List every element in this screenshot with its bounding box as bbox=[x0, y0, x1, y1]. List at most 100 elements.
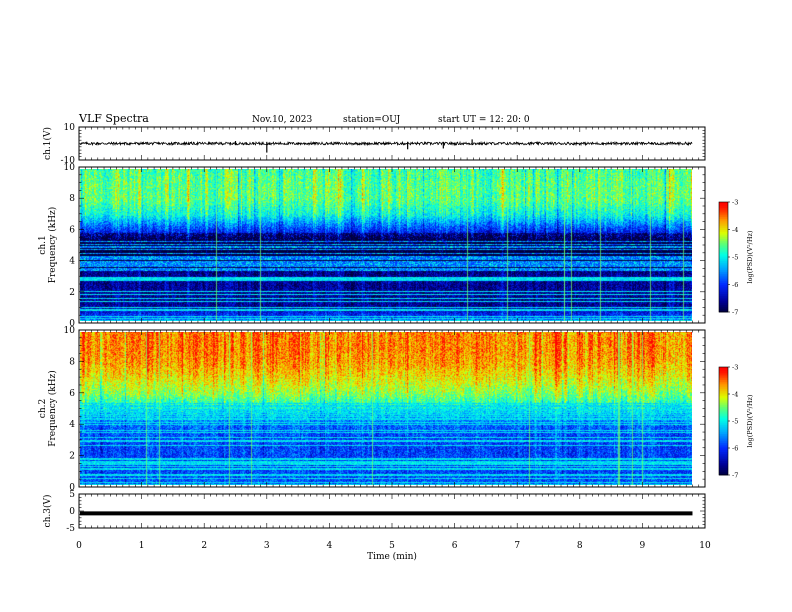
colorbar-cell bbox=[719, 442, 728, 445]
colorbar-cell bbox=[719, 370, 728, 373]
y-tick-label: 10 bbox=[64, 123, 76, 133]
colorbar-cell bbox=[719, 273, 728, 276]
colorbar-cell bbox=[719, 258, 728, 262]
colorbar-cell bbox=[719, 209, 728, 212]
colorbar-cell bbox=[719, 247, 728, 251]
colorbar-cell bbox=[719, 424, 728, 427]
colorbar-cell bbox=[719, 471, 728, 474]
y-tick-label: 4 bbox=[69, 420, 75, 430]
colorbar-cell bbox=[719, 301, 728, 304]
colorbar-cell bbox=[719, 211, 728, 214]
colorbar-cell bbox=[719, 218, 728, 221]
colorbar-cell bbox=[719, 251, 728, 254]
spectrogram-ch1-panel: 0 2 4 6 8 10 ch.1 Frequency (kHz) bbox=[38, 163, 706, 329]
y-tick-label: 0 bbox=[69, 319, 75, 329]
colorbar-cell bbox=[719, 392, 728, 395]
colorbar-cell bbox=[719, 385, 728, 388]
y-tick-label: 4 bbox=[69, 257, 75, 267]
colorbar-cell bbox=[719, 240, 728, 243]
figure-date: Nov.10, 2023 bbox=[252, 115, 313, 125]
colorbar-cell bbox=[719, 421, 728, 424]
colorbar-cell bbox=[719, 266, 728, 269]
y-tick-label: 5 bbox=[69, 490, 75, 500]
colorbar-cell bbox=[719, 233, 728, 236]
colorbar-cell bbox=[719, 377, 728, 380]
colorbar-cell bbox=[719, 394, 728, 397]
figure-start-time: start UT = 12: 20: 0 bbox=[438, 115, 530, 125]
colorbar-cell bbox=[719, 448, 728, 451]
colorbar-cell bbox=[719, 430, 728, 433]
colorbar-cell bbox=[719, 284, 728, 287]
y-tick-label: 6 bbox=[69, 225, 75, 235]
colorbar-cell bbox=[719, 388, 728, 391]
y-axis-label: ch.2 bbox=[38, 399, 48, 418]
colorbar-ch2: -3 -4 -5 -6 -7 log(PSD)(V²/Hz) bbox=[718, 364, 754, 480]
y-tick-label: 8 bbox=[69, 194, 75, 204]
colorbar-cell bbox=[719, 457, 728, 460]
colorbar-cell bbox=[719, 383, 728, 386]
colorbar-cell bbox=[719, 403, 728, 406]
colorbar-cell bbox=[719, 446, 728, 449]
colorbar-cell bbox=[719, 302, 728, 306]
colorbar-cell bbox=[719, 242, 728, 245]
colorbar-cell bbox=[719, 381, 728, 384]
spectrogram-ch2-panel: 0 2 4 6 8 10 ch.2 Frequency (kHz) bbox=[38, 326, 706, 493]
y-tick-label: 10 bbox=[64, 163, 76, 173]
colorbar-cell bbox=[719, 277, 728, 280]
y-tick-label: 8 bbox=[69, 357, 75, 367]
colorbar-cell bbox=[719, 419, 728, 422]
colorbar-cell bbox=[719, 374, 728, 377]
colorbar-cell bbox=[719, 280, 728, 284]
waveform-ch1-trace bbox=[79, 140, 693, 147]
colorbar-cell bbox=[719, 220, 728, 223]
colorbar-cell bbox=[719, 473, 728, 476]
waveform-ch1-panel: 10 -10 ch.1(V) bbox=[42, 123, 706, 166]
colorbar-cell bbox=[719, 415, 728, 418]
y-tick-label: 2 bbox=[69, 452, 75, 462]
colorbar-cell bbox=[719, 264, 728, 267]
colorbar-cell bbox=[719, 395, 728, 398]
colorbar-cell bbox=[719, 376, 728, 379]
colorbar-cell bbox=[719, 224, 728, 227]
colorbar-cell bbox=[719, 213, 728, 216]
y-tick-label: 6 bbox=[69, 389, 75, 399]
x-axis-label: Time (min) bbox=[367, 551, 417, 562]
colorbar-cell bbox=[719, 431, 728, 434]
colorbar-cell bbox=[719, 449, 728, 452]
colorbar-cell bbox=[719, 205, 728, 208]
colorbar-cell bbox=[719, 440, 728, 443]
colorbar-cell bbox=[719, 231, 728, 234]
colorbar-cell bbox=[719, 225, 728, 229]
x-tick-label: 5 bbox=[389, 541, 395, 551]
colorbar-cell bbox=[719, 397, 728, 400]
x-tick-label: 10 bbox=[699, 541, 711, 551]
colorbar-cell bbox=[719, 379, 728, 382]
colorbar-cell bbox=[719, 390, 728, 393]
colorbar-cell bbox=[719, 458, 728, 461]
colorbar-tick-label: -4 bbox=[732, 226, 738, 234]
colorbar-cell bbox=[719, 372, 728, 375]
colorbar-tick-label: -6 bbox=[732, 445, 738, 453]
colorbar-cell bbox=[719, 236, 728, 240]
x-tick-label: 7 bbox=[514, 541, 520, 551]
colorbar-cell bbox=[719, 207, 728, 210]
panel-frame bbox=[78, 493, 706, 529]
y-axis-label: ch.1(V) bbox=[42, 127, 53, 160]
colorbar-cell bbox=[719, 367, 728, 370]
colorbar-cell bbox=[719, 386, 728, 389]
spectrogram-image bbox=[80, 169, 692, 321]
x-tick-label: 1 bbox=[139, 541, 145, 551]
colorbar-cell bbox=[719, 404, 728, 407]
colorbar-cell bbox=[719, 293, 728, 296]
colorbar-cell bbox=[719, 437, 728, 440]
colorbar-cell bbox=[719, 460, 728, 463]
y-tick-label: 2 bbox=[69, 288, 75, 298]
y-tick-label: 10 bbox=[64, 326, 76, 336]
colorbar-tick-label: -3 bbox=[732, 364, 738, 372]
colorbar-cell bbox=[719, 268, 728, 271]
colorbar-cell bbox=[719, 439, 728, 442]
x-tick-label: 0 bbox=[76, 541, 82, 551]
y-tick-label: -10 bbox=[61, 156, 76, 166]
colorbar-cell bbox=[719, 295, 728, 298]
colorbar-cell bbox=[719, 255, 728, 258]
